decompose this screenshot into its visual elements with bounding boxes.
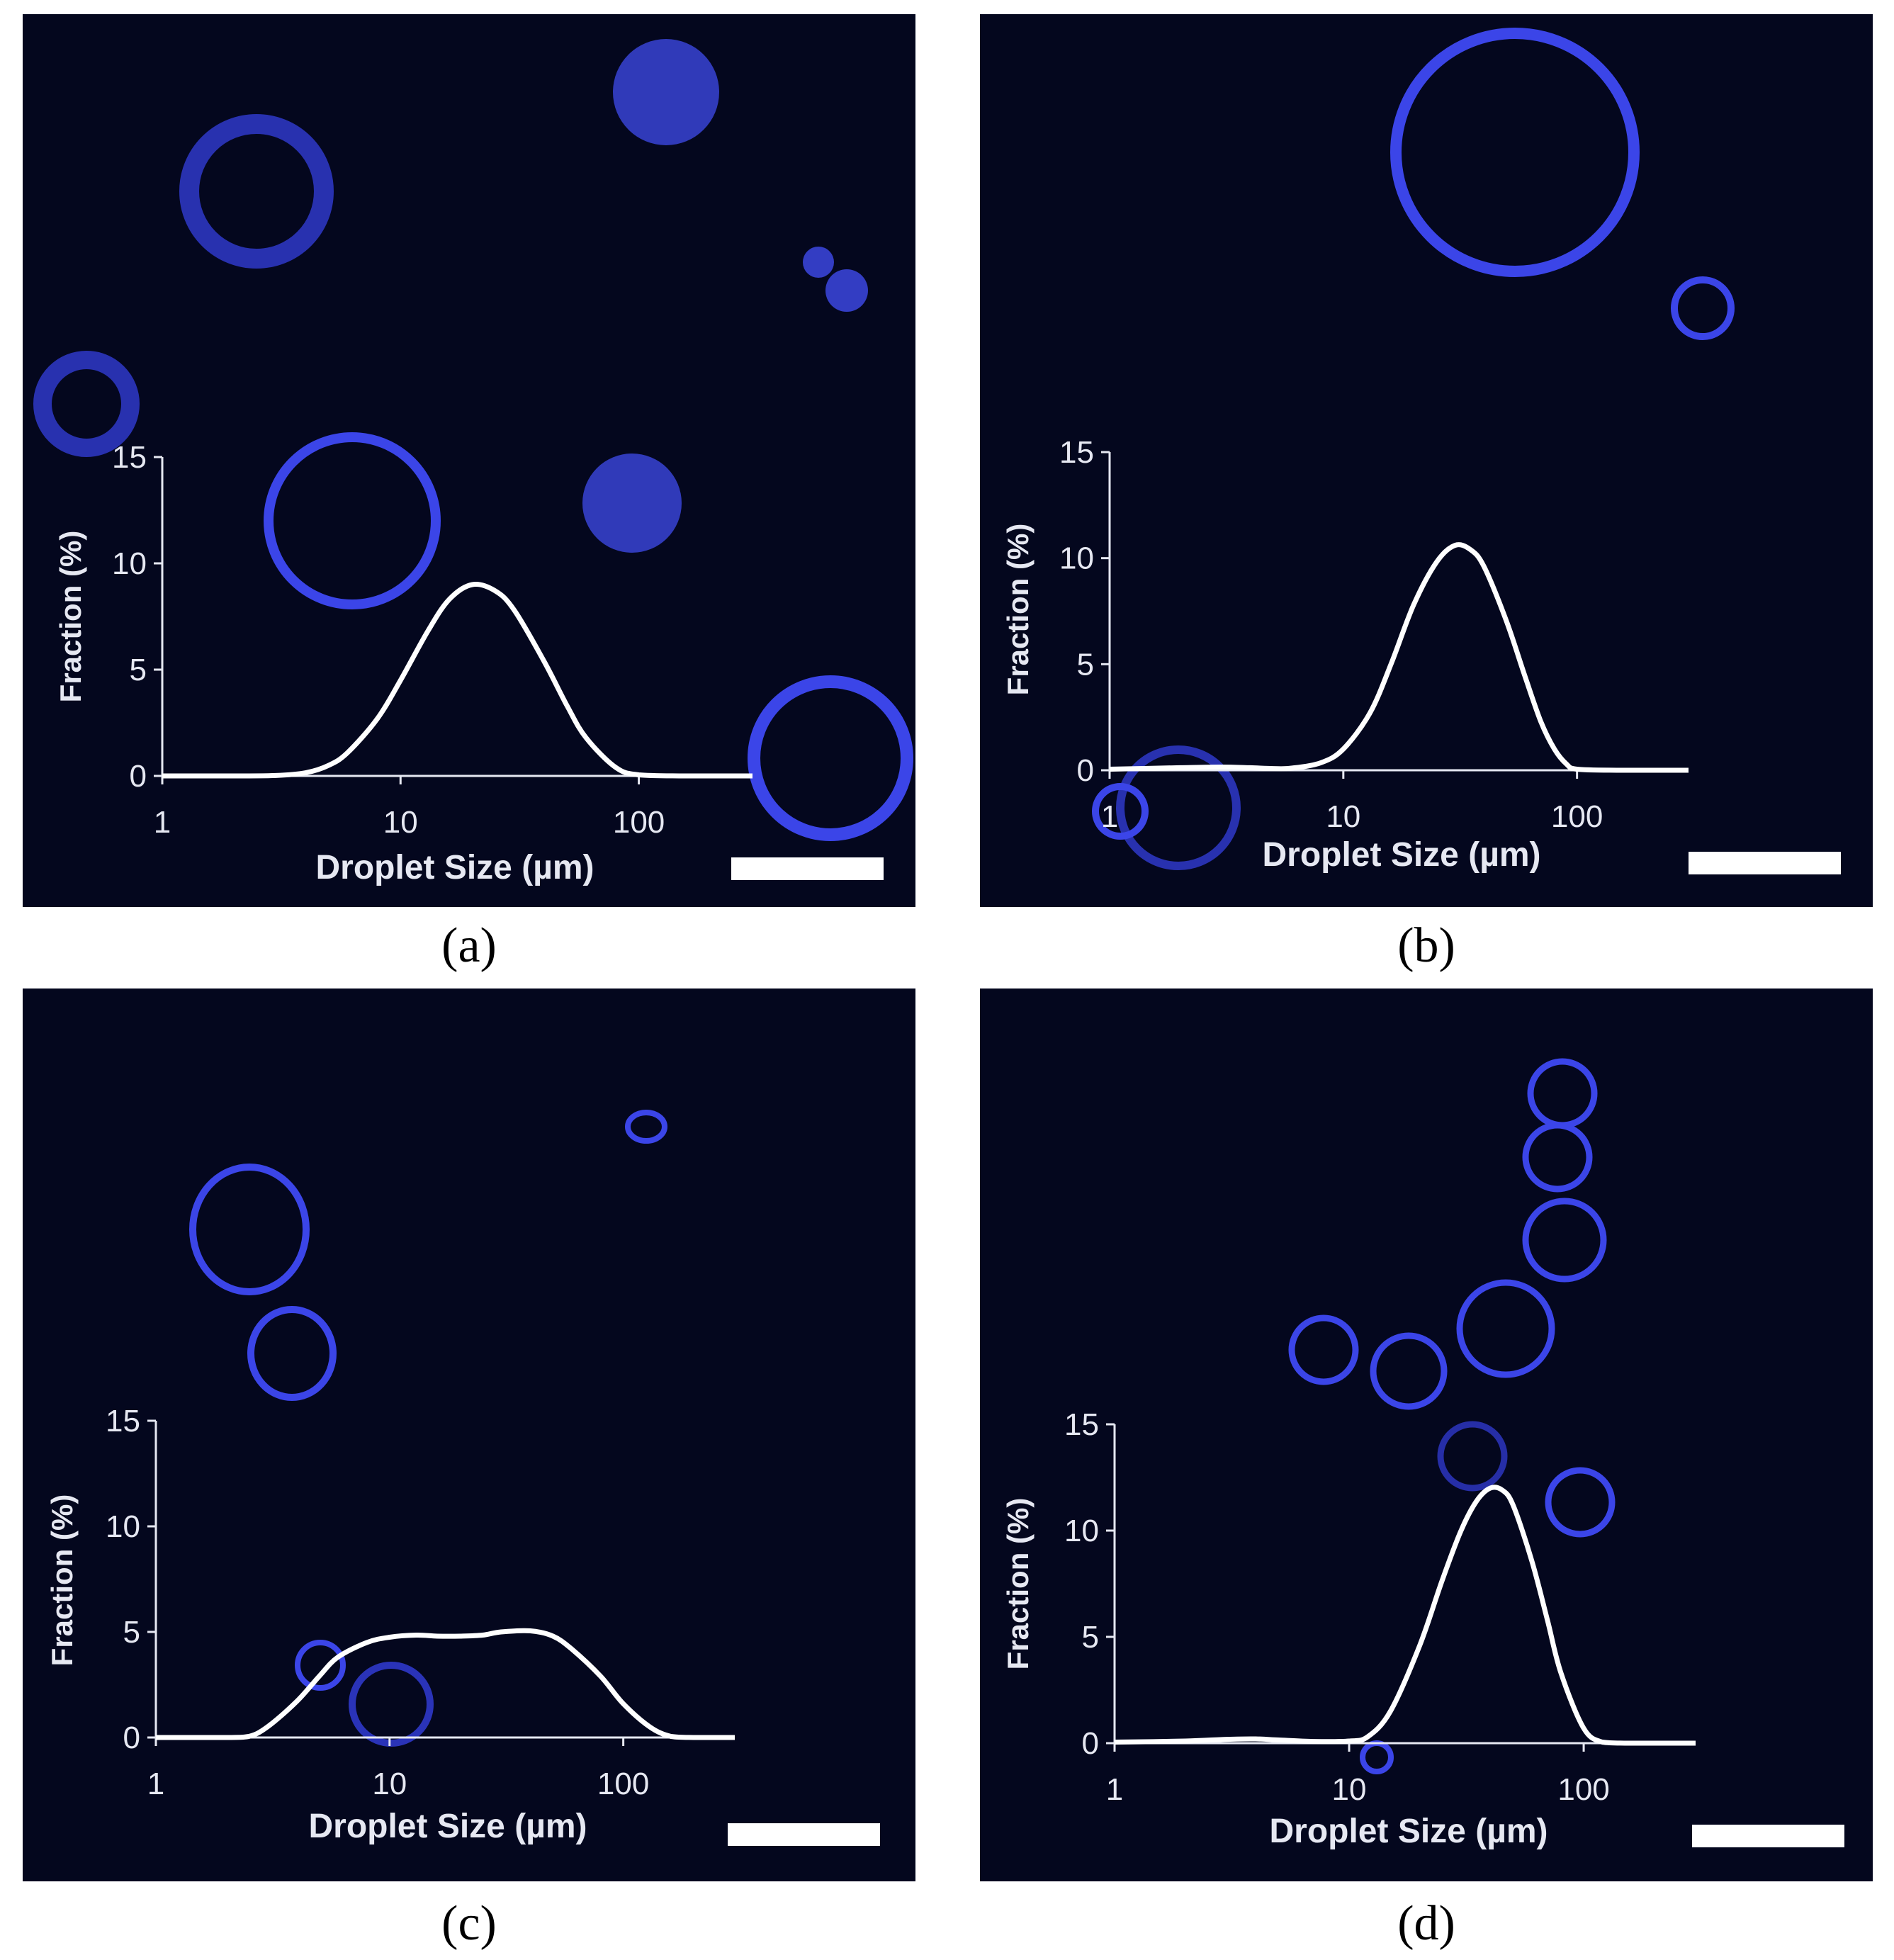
droplet-ring [1522, 1198, 1607, 1283]
droplet-ring [1116, 745, 1241, 870]
droplet-rings [189, 1110, 667, 1747]
x-tick-label: 1 [154, 805, 171, 840]
droplet-ring [1288, 1314, 1359, 1385]
droplet-ring [1671, 276, 1735, 340]
y-tick-label: 15 [106, 1404, 140, 1438]
x-tick-label: 1 [147, 1767, 164, 1801]
x-tick-label: 100 [613, 805, 665, 840]
droplet-ring [247, 1306, 337, 1401]
x-tick-label: 10 [383, 805, 418, 840]
scale-bar [728, 1823, 880, 1846]
y-axis-label: Fraction (%) [1001, 524, 1035, 696]
droplet-ring [295, 1640, 346, 1691]
y-tick-label: 0 [123, 1720, 140, 1755]
y-tick-label: 10 [112, 546, 147, 581]
droplet-ring [33, 351, 140, 457]
x-axis-label: Droplet Size (µm) [1262, 836, 1540, 874]
y-tick-label: 10 [106, 1509, 140, 1544]
droplet-ring [179, 114, 334, 269]
caption-d: (d) [1397, 1896, 1455, 1951]
x-tick-label: 100 [597, 1767, 649, 1801]
chart-a: 0 5 10 15 1 10 100 Fraction (%) Droplet Size … [54, 440, 752, 886]
y-tick-label: 5 [123, 1615, 140, 1650]
droplet-ring [1522, 1122, 1593, 1193]
chart-b: 0 5 10 15 1 10 100 Fraction (%) Droplet Size … [1001, 435, 1689, 874]
x-tick-label: 10 [372, 1767, 407, 1801]
y-tick-label: 15 [1064, 1407, 1099, 1442]
y-tick-label: 10 [1064, 1514, 1099, 1548]
panel-d-canvas: 0 5 10 15 1 10 100 Fraction (%) Droplet Size … [1001, 1058, 1844, 1850]
droplet-ring [748, 675, 913, 841]
droplet-rings [1092, 28, 1735, 870]
x-tick-label: 100 [1551, 799, 1603, 834]
droplet-ring [1390, 28, 1640, 277]
droplet-ring [349, 1662, 434, 1747]
micrograph-panel-b: 0 5 10 15 1 10 100 Fraction (%) Droplet Size … [980, 14, 1873, 907]
y-tick-label: 5 [130, 653, 147, 687]
droplet-ring [189, 1164, 310, 1295]
size-distribution-curve [1114, 1485, 1696, 1746]
y-tick-label: 10 [1059, 541, 1094, 576]
scale-bar [731, 857, 884, 880]
droplet-ring [1527, 1058, 1598, 1129]
droplet-rings [1288, 1058, 1616, 1774]
droplet-ring [264, 432, 441, 609]
droplet-ring [1456, 1279, 1555, 1378]
droplet-ring [1545, 1467, 1616, 1538]
scale-bar [1689, 852, 1841, 874]
x-tick-label: 1 [1106, 1772, 1123, 1807]
y-tick-label: 15 [112, 440, 147, 475]
y-axis-label: Fraction (%) [1001, 1498, 1035, 1670]
droplet-ring [625, 1110, 667, 1144]
y-axis-label: Fraction (%) [45, 1494, 79, 1667]
droplet-ring [1092, 783, 1149, 840]
x-tick-label: 1 [1101, 799, 1118, 834]
caption-a: (a) [441, 918, 497, 973]
micrograph-panel-d: 0 5 10 15 1 10 100 Fraction (%) Droplet Size … [980, 989, 1873, 1881]
droplet-ring [1360, 1740, 1394, 1774]
panel-a-canvas: 0 5 10 15 1 10 100 Fraction (%) Droplet Size … [33, 39, 913, 886]
y-tick-label: 5 [1082, 1620, 1099, 1655]
chart-c: 0 5 10 15 1 10 100 Fraction (%) Droplet Size … [45, 1404, 735, 1845]
panel-b-canvas: 0 5 10 15 1 10 100 Fraction (%) Droplet Size … [1001, 28, 1841, 874]
x-tick-label: 10 [1332, 1772, 1367, 1807]
panel-c-canvas: 0 5 10 15 1 10 100 Fraction (%) Droplet Size … [45, 1110, 880, 1846]
y-tick-label: 0 [1082, 1726, 1099, 1761]
x-tick-label: 100 [1557, 1772, 1609, 1807]
caption-b: (b) [1397, 918, 1455, 973]
x-axis-label: Droplet Size (µm) [308, 1808, 587, 1845]
x-axis-label: Droplet Size (µm) [1269, 1813, 1548, 1850]
droplet-filled [582, 454, 682, 553]
x-axis-label: Droplet Size (µm) [315, 849, 594, 886]
caption-c: (c) [441, 1896, 497, 1951]
size-distribution-curve [156, 1628, 735, 1740]
micrograph-panel-c: 0 5 10 15 1 10 100 Fraction (%) Droplet Size … [23, 989, 915, 1881]
size-distribution-curve [1109, 542, 1689, 773]
y-tick-label: 0 [130, 759, 147, 794]
y-axis-label: Fraction (%) [54, 531, 87, 703]
x-tick-label: 10 [1326, 799, 1360, 834]
y-tick-label: 0 [1077, 753, 1094, 788]
droplet-filled [825, 269, 868, 312]
droplet-ring [1370, 1332, 1448, 1410]
y-tick-label: 15 [1059, 435, 1094, 470]
droplet-rings [33, 39, 913, 841]
droplet-filled [613, 39, 719, 145]
chart-d: 0 5 10 15 1 10 100 Fraction (%) Droplet Size … [1001, 1407, 1696, 1850]
scale-bar [1692, 1825, 1844, 1847]
droplet-filled [803, 247, 834, 278]
size-distribution-curve [162, 582, 752, 779]
droplet-ring [1437, 1421, 1508, 1492]
micrograph-panel-a: 0 5 10 15 1 10 100 Fraction (%) Droplet Size … [23, 14, 915, 907]
y-tick-label: 5 [1077, 647, 1094, 682]
